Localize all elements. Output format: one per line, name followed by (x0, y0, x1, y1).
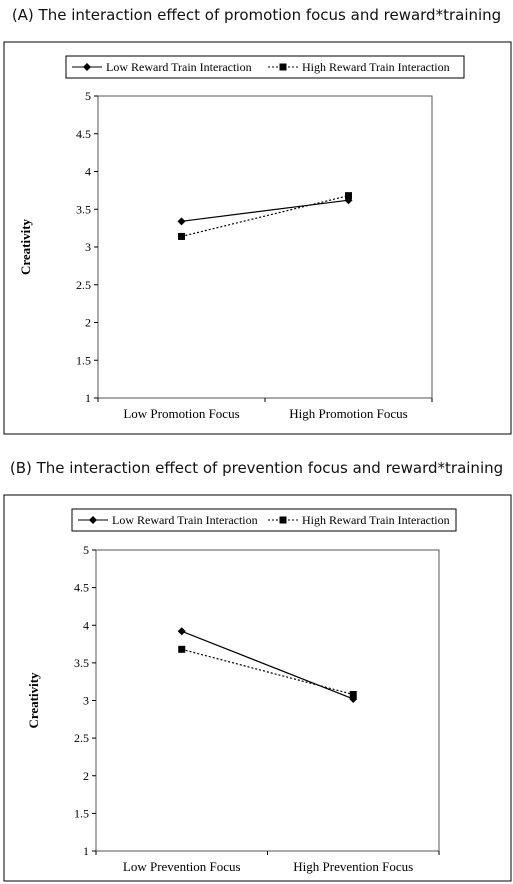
chart-a-ytick-label-5: 3.5 (76, 202, 91, 216)
chart-a-series-1-point-0 (178, 232, 185, 240)
chart-b-plot-area (95, 549, 440, 852)
chart-b-ytick-label-8: 5 (83, 543, 89, 557)
chart-b-ytick-label-6: 4 (83, 618, 89, 632)
chart-a-legend (65, 55, 465, 79)
chart-a-series-0-point-0 (177, 217, 186, 226)
chart-b-ytick-label-2: 2 (83, 769, 89, 783)
chart-a-series-1-point-1 (345, 192, 352, 200)
chart-b: 1 1.5 2 2.5 3 3.5 4 4.5 5 Low Prevention Focus Hig… (3, 494, 512, 882)
chart-b-series-1-point-1 (349, 690, 357, 698)
chart-a-ytick-label-4: 3 (85, 240, 91, 254)
chart-b-legend (71, 508, 457, 532)
chart-a-ytick-label-6: 4 (85, 165, 91, 179)
chart-b-series-line-1 (181, 648, 354, 696)
chart-a-ytick-label-0: 1 (85, 391, 91, 405)
chart-b-legend-label-1: High Reward Train Interaction (302, 513, 450, 527)
chart-a-legend-label-0: Low Reward Train Interaction (106, 60, 252, 74)
chart-a-ytick-label-3: 2.5 (76, 278, 91, 292)
chart-b-ytick-label-1: 1.5 (74, 806, 89, 820)
chart-a: 1 1.5 2 2.5 3 3.5 4 4.5 5 Low Promotion Focus High… (3, 41, 512, 435)
chart-b-legend-marker-0 (89, 516, 97, 524)
chart-b-ytick-label-0: 1 (83, 844, 89, 858)
chart-b-series-1-point-0 (178, 645, 186, 653)
chart-a-series-line-1 (181, 195, 349, 238)
chart-b-title: (B) The interaction effect of prevention… (9, 459, 504, 477)
chart-a-category-label-1: High Promotion Focus (289, 406, 407, 421)
chart-b-legend-marker-1 (279, 516, 287, 524)
chart-a-ytick-label-8: 5 (85, 89, 91, 103)
chart-a-ytick-label-1: 1.5 (76, 353, 91, 367)
chart-b-ytick-label-5: 3.5 (74, 656, 89, 670)
chart-b-category-label-0: Low Prevention Focus (123, 859, 241, 874)
chart-a-plot-area (97, 95, 433, 399)
chart-b-series-0-point-0 (177, 627, 186, 636)
chart-b-ytick-label-4: 3 (83, 694, 89, 708)
chart-a-category-label-0: Low Promotion Focus (123, 406, 239, 421)
chart-b-frame (3, 494, 512, 882)
chart-a-legend-label-1: High Reward Train Interaction (302, 60, 450, 74)
chart-b-legend-label-0: Low Reward Train Interaction (112, 513, 258, 527)
chart-a-legend-marker-1 (279, 63, 287, 71)
chart-a-legend-marker-0 (83, 63, 91, 71)
chart-a-y-axis-label: Creativity (18, 218, 33, 275)
chart-a-ytick-label-7: 4.5 (76, 127, 91, 141)
chart-b-series-line-0 (181, 630, 354, 700)
chart-b-ytick-label-7: 4.5 (74, 581, 89, 595)
chart-b-category-label-1: High Prevention Focus (293, 859, 413, 874)
chart-a-title: (A) The interaction effect of promotion … (11, 6, 502, 24)
chart-b-y-axis-label: Creativity (26, 672, 41, 729)
chart-a-series-line-0 (181, 199, 349, 222)
chart-a-ytick-label-2: 2 (85, 316, 91, 330)
chart-b-ytick-label-3: 2.5 (74, 731, 89, 745)
chart-a-frame (3, 41, 512, 435)
